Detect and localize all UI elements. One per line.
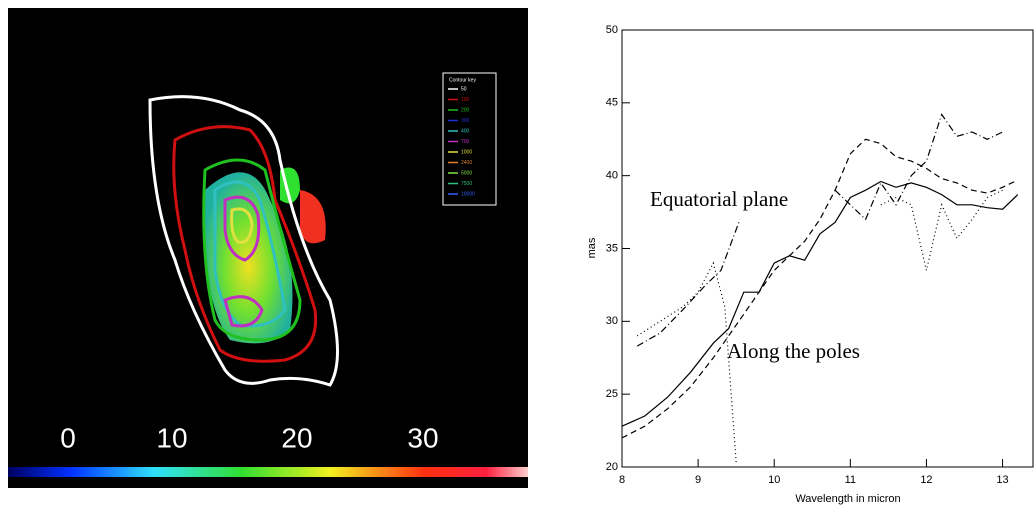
y-axis-label: mas bbox=[586, 237, 598, 258]
key-label: 7500 bbox=[461, 181, 472, 187]
series-line bbox=[636, 113, 1003, 347]
colorbar-label: 30 bbox=[407, 422, 438, 453]
colorbar bbox=[8, 467, 528, 477]
image-panel: Contour key bbox=[8, 8, 528, 488]
key-label: 50 bbox=[461, 86, 467, 92]
plot-frame bbox=[621, 29, 1034, 468]
colorbar-label: 0 bbox=[60, 422, 76, 453]
key-label: 1000 bbox=[461, 149, 472, 155]
contours bbox=[148, 95, 339, 387]
x-tick-label: 11 bbox=[845, 474, 856, 486]
x-axis-label: Wavelength in micron bbox=[795, 493, 900, 505]
y-tick-label: 50 bbox=[606, 24, 618, 36]
key-label: 700 bbox=[461, 139, 470, 145]
y-tick-label: 30 bbox=[606, 315, 618, 327]
series-line bbox=[636, 189, 1003, 463]
contour-key-title: Contour key bbox=[449, 77, 476, 83]
key-label: 200 bbox=[461, 107, 470, 113]
key-label: 300 bbox=[461, 118, 470, 124]
colorbar-label: 20 bbox=[281, 422, 312, 453]
key-label: 2400 bbox=[461, 160, 472, 166]
x-tick-label: 8 bbox=[619, 474, 625, 486]
series-line bbox=[621, 138, 1019, 439]
emission-region bbox=[300, 190, 326, 244]
annotation: Along the poles bbox=[727, 339, 860, 363]
x-tick-label: 10 bbox=[768, 474, 780, 486]
series-line bbox=[621, 180, 1019, 427]
annotation: Equatorial plane bbox=[650, 187, 788, 211]
x-tick-label: 9 bbox=[695, 474, 701, 486]
x-tick-label: 13 bbox=[996, 474, 1008, 486]
key-label: 400 bbox=[461, 128, 470, 134]
x-tick-label: 12 bbox=[920, 474, 932, 486]
y-tick-label: 40 bbox=[606, 170, 618, 182]
colorbar-label: 10 bbox=[156, 422, 187, 453]
y-tick-label: 20 bbox=[606, 461, 618, 473]
key-label: 10000 bbox=[461, 191, 475, 197]
y-tick-label: 45 bbox=[606, 97, 618, 109]
y-tick-label: 35 bbox=[606, 242, 618, 254]
y-tick-label: 25 bbox=[606, 388, 618, 400]
key-label: 100 bbox=[461, 97, 470, 103]
key-label: 5000 bbox=[461, 170, 472, 176]
